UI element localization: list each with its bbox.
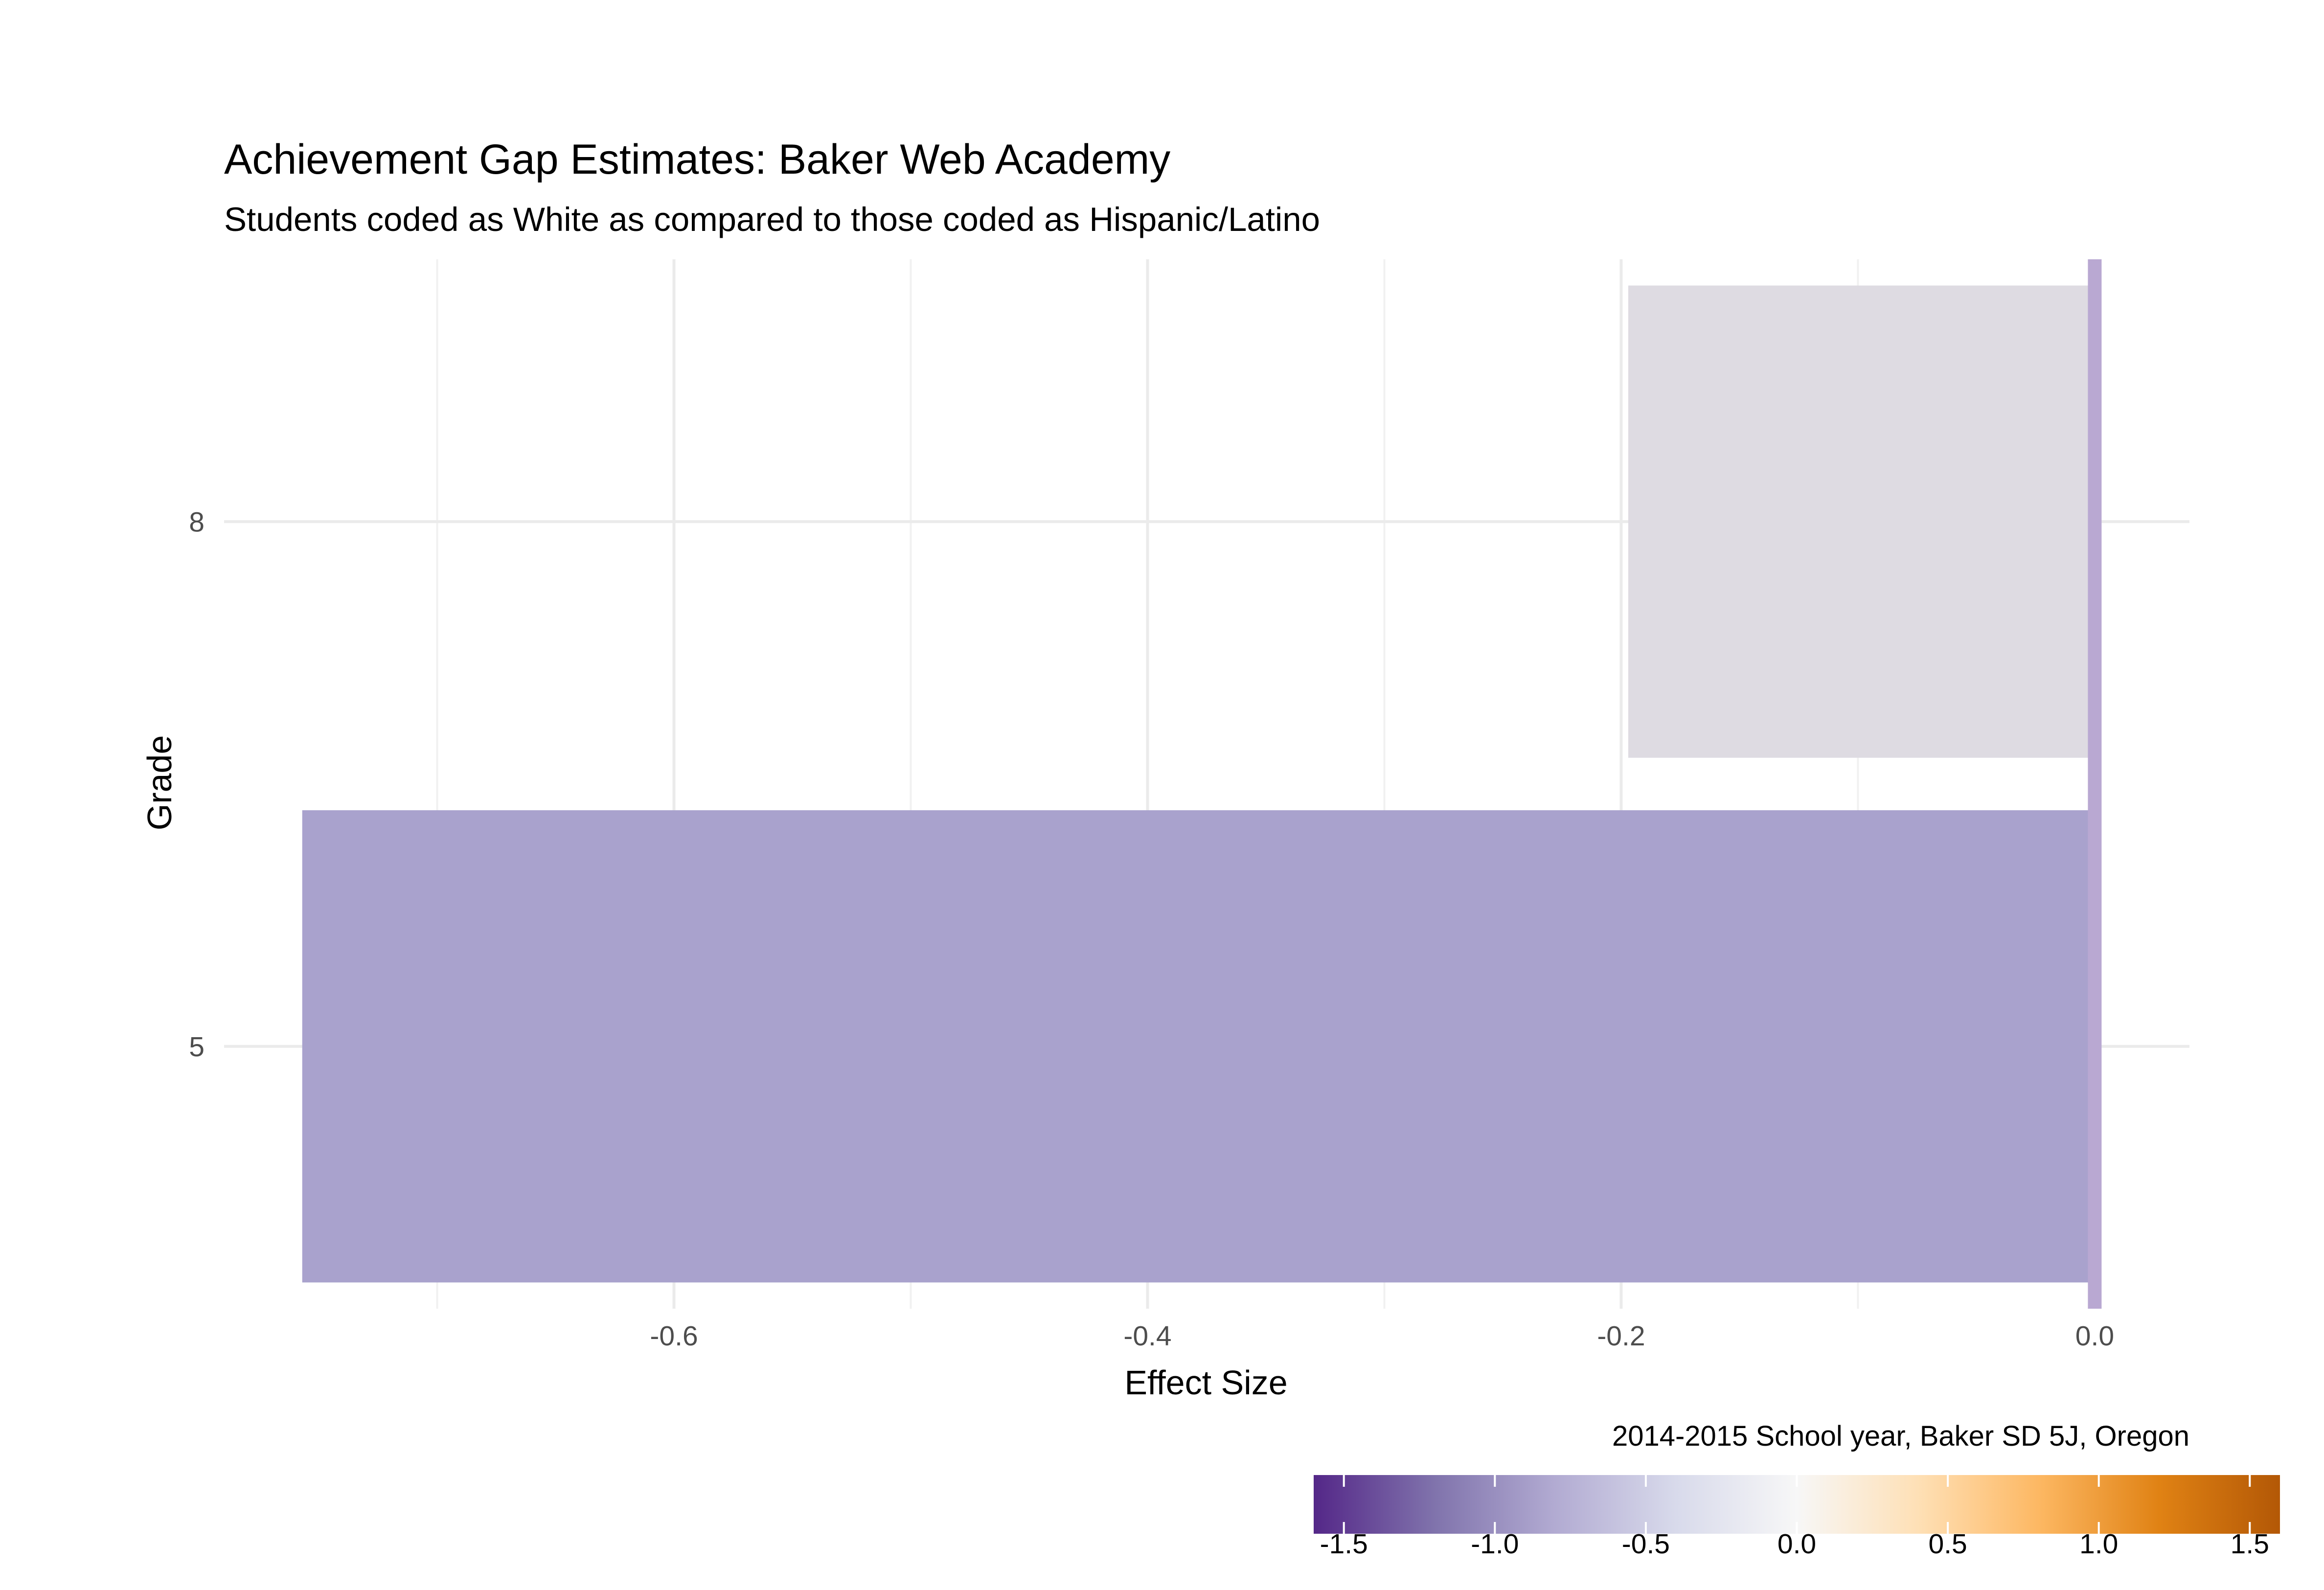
colorbar-tick-label: -1.5 <box>1320 1528 1368 1560</box>
x-tick-label: 0.0 <box>2075 1320 2114 1352</box>
colorbar-tick-label: 1.5 <box>2231 1528 2269 1560</box>
colorbar-tick-label: 0.0 <box>1777 1528 1816 1560</box>
colorbar-tick-label: -0.5 <box>1622 1528 1670 1560</box>
bar-grade-5 <box>302 810 2095 1283</box>
colorbar-tick-label: -1.0 <box>1471 1528 1519 1560</box>
x-tick-label: -0.6 <box>650 1320 698 1352</box>
x-tick-labels: -0.6 -0.4 -0.2 0.0 <box>650 1320 2114 1352</box>
bar-layer <box>302 285 2095 1283</box>
chart-subtitle: Students coded as White as compared to t… <box>224 201 1320 238</box>
colorbar-legend: -1.5 -1.0 -0.5 0.0 0.5 1.0 1.5 <box>1314 1475 2280 1560</box>
zero-reference-line <box>2088 259 2102 1309</box>
y-tick-label: 5 <box>189 1031 205 1063</box>
reference-line-layer <box>2088 259 2102 1309</box>
x-tick-label: -0.4 <box>1123 1320 1171 1352</box>
colorbar-tick-label: 1.0 <box>2079 1528 2118 1560</box>
y-tick-labels: 58 <box>189 506 205 1063</box>
y-tick-label: 8 <box>189 506 205 538</box>
chart-title: Achievement Gap Estimates: Baker Web Aca… <box>224 136 1170 183</box>
x-axis-label: Effect Size <box>1124 1363 1287 1402</box>
chart-caption: 2014-2015 School year, Baker SD 5J, Oreg… <box>1612 1420 2189 1452</box>
bar-grade-8 <box>1628 285 2095 758</box>
x-tick-label: -0.2 <box>1597 1320 1645 1352</box>
y-axis-label: Grade <box>140 735 179 831</box>
colorbar-tick-label: 0.5 <box>1928 1528 1967 1560</box>
